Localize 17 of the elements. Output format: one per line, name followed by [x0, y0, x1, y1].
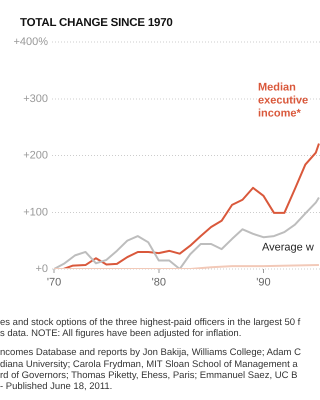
- y-tick-label: +400%: [13, 36, 48, 48]
- text: s data. NOTE: All figures have been adjusted for inflation.: [0, 328, 242, 340]
- chart-title: TOTAL CHANGE SINCE 1970: [20, 17, 173, 29]
- text: ncomes Database and reports by Jon Bakija, Williams College; Adam C: [0, 347, 302, 359]
- y-tick-label: +100: [23, 206, 48, 218]
- text: - Published June 18, 2011.: [0, 381, 114, 392]
- text: rd of Governors; Thomas Piketty, Ehess, Paris; Emmanuel Saez, UC B: [0, 370, 298, 382]
- y-tick-label: +0: [35, 263, 48, 276]
- text: es and stock options of the three highest-paid officers in the largest 50 f: [0, 317, 302, 328]
- x-tick-label: '80: [152, 276, 166, 289]
- text: Median executive income*: [258, 82, 308, 120]
- x-tick-label: '70: [46, 276, 62, 289]
- y-tick-label: +300: [23, 92, 48, 105]
- series-label: Average w: [262, 242, 314, 254]
- x-tick-label: '90: [256, 276, 271, 289]
- y-tick-label: +200: [23, 150, 48, 162]
- text: diana University; Carola Frydman, MIT Sloan School of Management a: [0, 358, 299, 370]
